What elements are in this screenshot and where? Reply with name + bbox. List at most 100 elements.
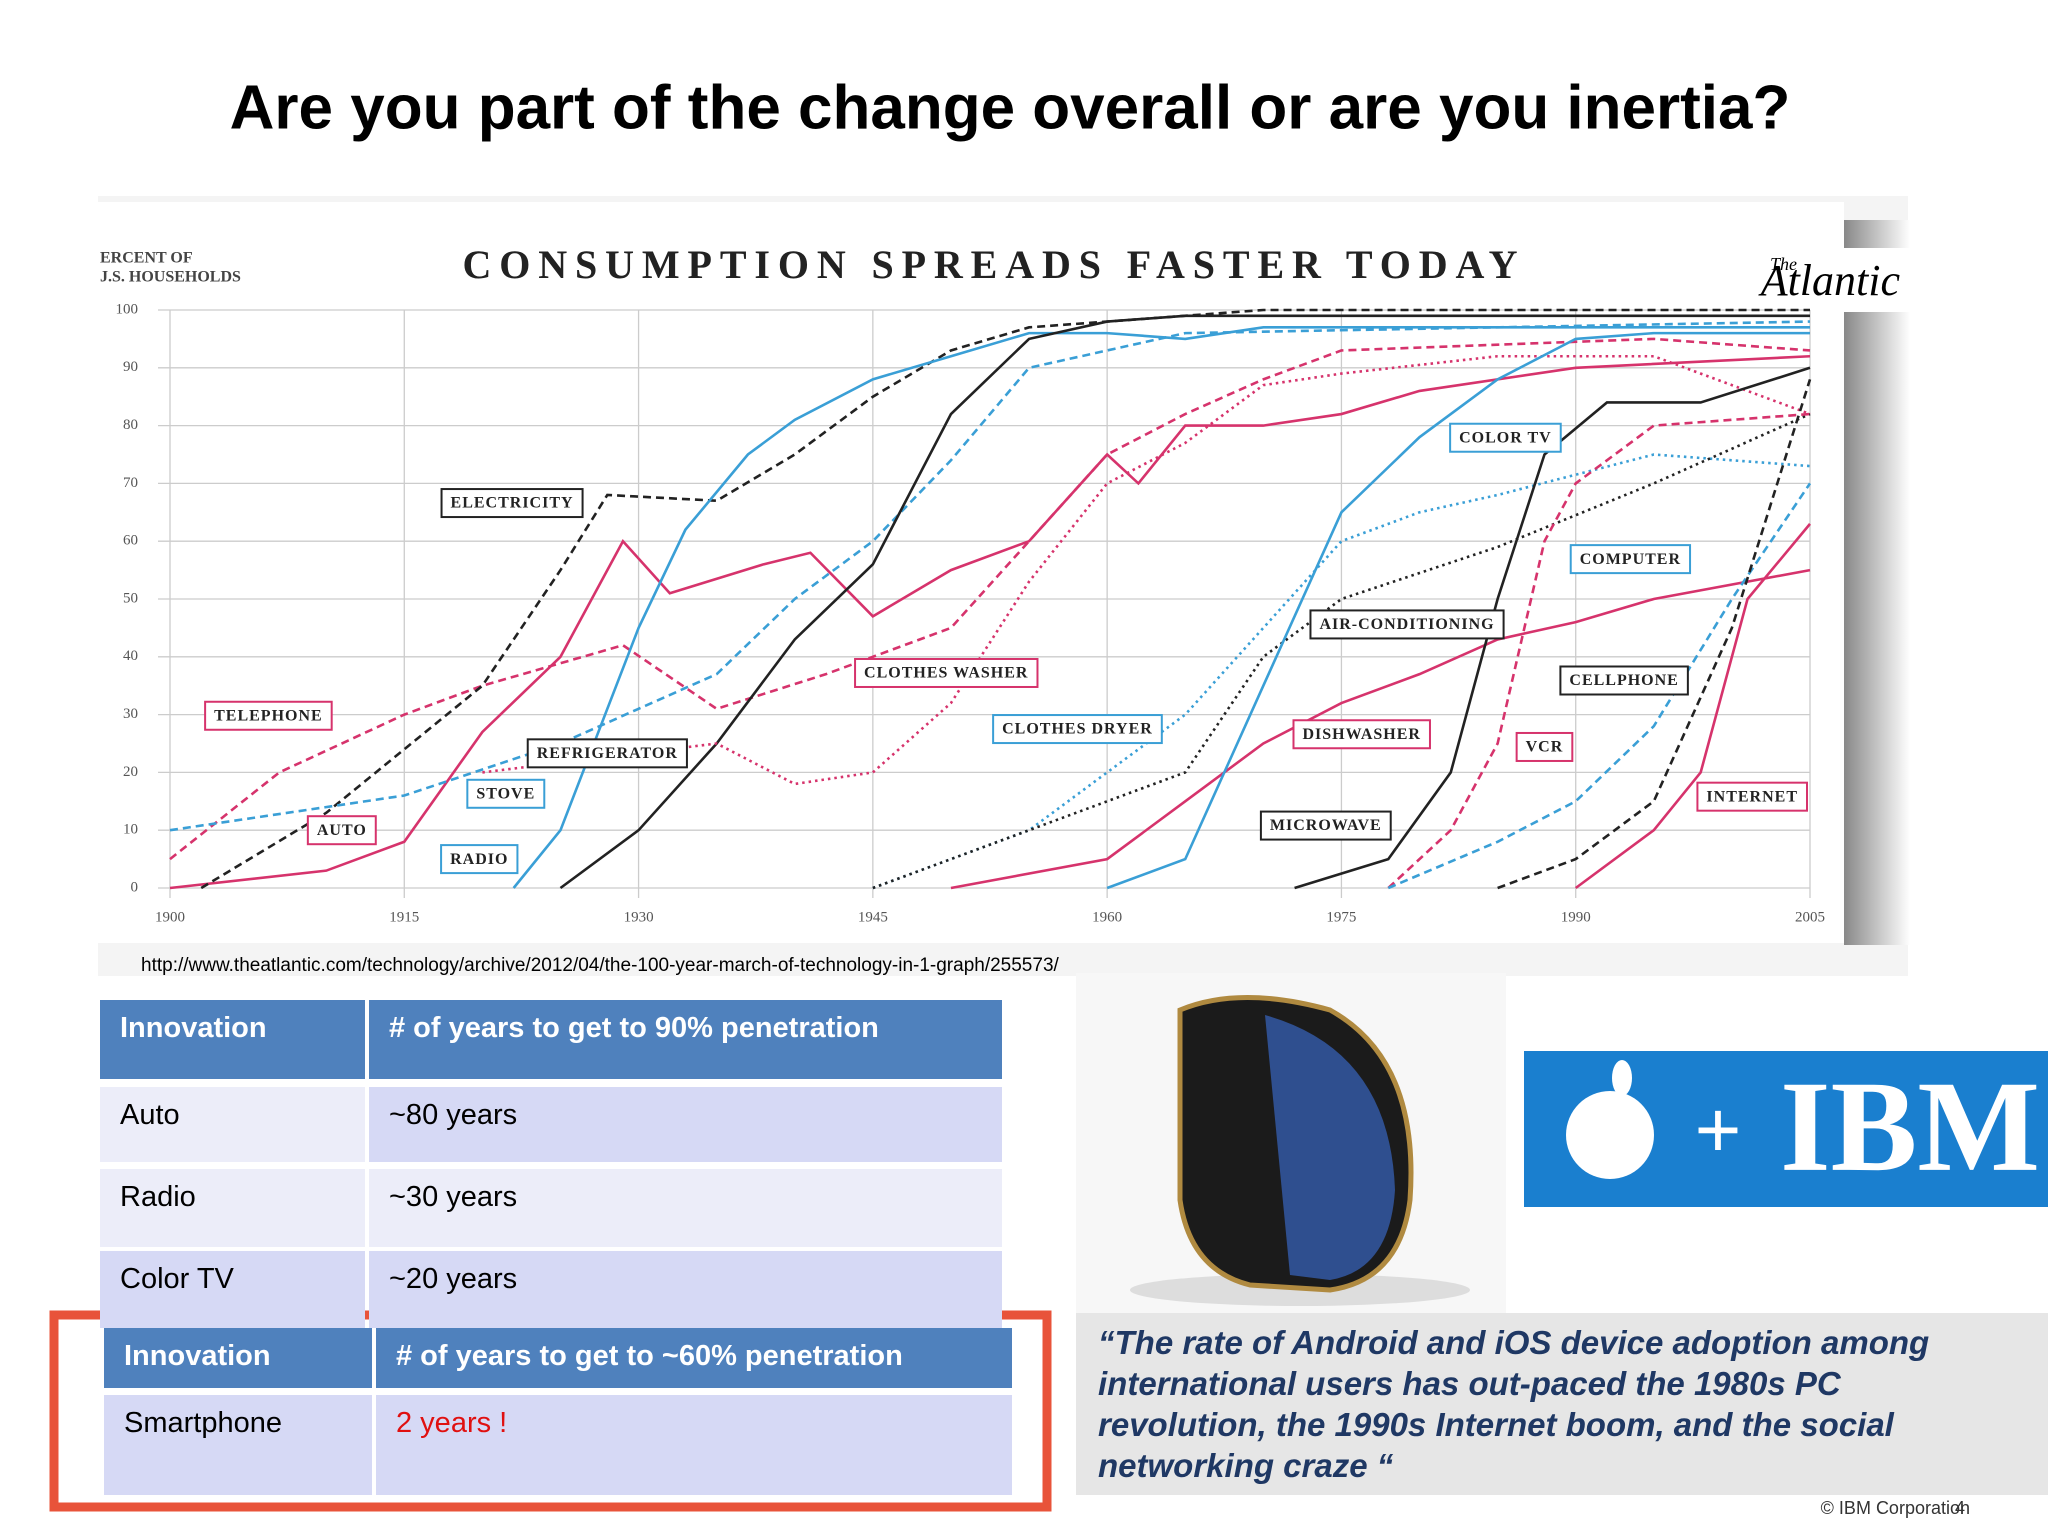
series-label: ELECTRICITY [451,495,574,512]
series-label: REFRIGERATOR [537,745,678,762]
x-tick-label: 1900 [155,909,185,925]
apple-icon [1566,1091,1654,1179]
series-label: INTERNET [1706,788,1798,805]
series-line [872,412,1811,890]
series-label: CLOTHES WASHER [864,665,1028,682]
series-line [1574,523,1811,890]
x-tick-label: 1945 [858,909,888,925]
y-tick-label: 100 [116,301,139,317]
series-label: CLOTHES DRYER [1002,721,1153,738]
series-label: MICROWAVE [1270,817,1382,834]
series-line [1106,331,1810,890]
table-cell: Smartphone [104,1395,372,1495]
series-label-box [440,488,584,519]
page-number: 4 [1955,1498,1966,1518]
series-label-box [306,815,377,846]
x-tick-label: 1930 [624,909,654,925]
series-label-box [466,778,546,809]
series-label-box [204,700,333,731]
series-label: CELLPHONE [1569,672,1678,689]
table-cell: Color TV [100,1251,365,1328]
series-label-box [1259,810,1392,841]
series-line [559,314,1810,890]
quote-bg [1076,1313,2048,1495]
apple-ibm-logo: + IBM [1524,1051,2048,1207]
y-tick-label: 80 [123,417,138,433]
table-cell: Auto [100,1087,365,1162]
series-label-box [1515,731,1574,762]
table-header: # of years to get to 90% penetration [369,1000,1002,1079]
series-label: COMPUTER [1580,551,1681,568]
series-label-box [1449,422,1562,453]
y-tick-label: 30 [123,706,138,722]
series-line [1294,366,1811,890]
series-label-box [1569,544,1692,575]
series-line [1497,378,1812,890]
copyright: © IBM Corporation [1820,1498,1970,1518]
y-tick-label: 90 [123,359,138,375]
source-url: http://www.theatlantic.com/technology/ar… [141,955,1059,976]
series-line [512,326,1810,889]
table-cell: Radio [100,1169,365,1247]
series-label-box [1696,781,1808,812]
y-axis-label: ERCENT OF [100,250,193,267]
quote: “The rate of Android and iOS device adop… [1098,1324,1930,1484]
series-line [1387,412,1811,889]
series-label-box [440,844,519,875]
table-cell: ~30 years [369,1169,1002,1247]
x-tick-label: 2005 [1795,909,1825,925]
y-tick-label: 50 [123,590,138,606]
x-tick-label: 1975 [1326,909,1356,925]
series-label: AUTO [317,822,367,839]
table-cell: 2 years ! [376,1395,1012,1495]
series-label: RADIO [450,851,508,868]
logo-ibm: IBM [1780,1055,2040,1199]
series-label: COLOR TV [1459,429,1552,446]
series-line [950,568,1811,890]
brand: Atlantic [1758,256,1901,305]
series-label: VCR [1526,739,1564,756]
series-label-box [854,657,1039,688]
brand: The [1770,254,1797,274]
x-tick-label: 1960 [1092,909,1122,925]
table-header: # of years to get to ~60% penetration [376,1328,1012,1388]
logo-plus: + [1695,1085,1742,1174]
y-tick-label: 40 [123,648,138,664]
table-header: Innovation [104,1328,372,1388]
series-label-box [526,738,688,769]
y-axis-label: J.S. HOUSEHOLDS [100,269,241,286]
brand-bg [1745,248,1910,312]
slide-title: Are you part of the change overall or ar… [230,73,1791,142]
table-header: Innovation [100,1000,365,1079]
series-label-box [1292,719,1431,750]
chart-title: CONSUMPTION SPREADS FASTER TODAY [463,242,1518,287]
table-cell: ~80 years [369,1087,1002,1162]
apple-leaf [1612,1060,1632,1096]
y-tick-label: 10 [123,822,138,838]
chart-shadow [1844,220,1910,945]
series-line [169,337,1811,861]
series-label: STOVE [476,785,535,802]
x-tick-label: 1915 [389,909,419,925]
watch-image [1076,973,1506,1313]
y-tick-label: 0 [131,879,139,895]
table-cell: ~20 years [369,1251,1002,1328]
series-label: AIR-CONDITIONING [1319,616,1494,633]
series-label-box [1559,665,1689,696]
x-tick-label: 1990 [1561,909,1591,925]
series-line [1387,482,1812,890]
watch-screen [1265,1015,1395,1280]
y-tick-label: 70 [123,475,138,491]
series-line [482,354,1811,786]
series-line [169,320,1811,832]
y-tick-label: 20 [123,764,138,780]
y-tick-label: 60 [123,533,138,549]
series-label: TELEPHONE [214,707,323,724]
series-label: DISHWASHER [1302,726,1420,743]
series-line [169,354,1811,890]
series-label-box [1309,609,1505,640]
series-line [872,453,1811,890]
series-label-box [992,714,1163,745]
